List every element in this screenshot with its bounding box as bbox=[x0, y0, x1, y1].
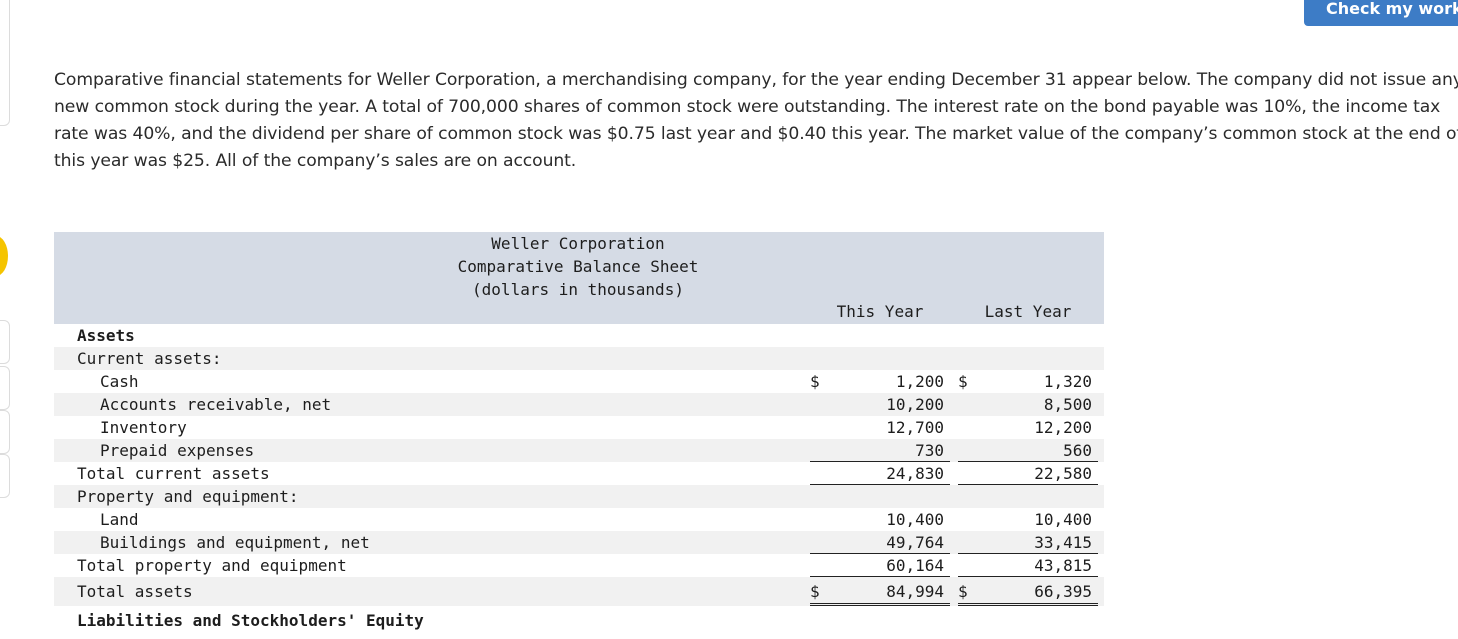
cell-this-year: $84,994 bbox=[810, 577, 950, 606]
cell-last-year: 560 bbox=[958, 439, 1098, 462]
row-label: Total property and equipment bbox=[77, 556, 347, 575]
cell-this-year: 10,400 bbox=[886, 510, 944, 529]
cell-last-year: 8,500 bbox=[1043, 395, 1092, 414]
side-tab-3[interactable] bbox=[0, 410, 10, 454]
cell-this-year: $1,200 bbox=[810, 372, 944, 391]
check-my-work-button[interactable]: Check my work bbox=[1304, 0, 1458, 26]
side-tab-4[interactable] bbox=[0, 454, 10, 498]
balance-sheet-title: Weller Corporation Comparative Balance S… bbox=[54, 232, 1104, 301]
section-heading-liabilities-equity: Liabilities and Stockholders' Equity bbox=[77, 611, 424, 630]
balance-sheet-header: Weller Corporation Comparative Balance S… bbox=[54, 232, 1104, 324]
table-row: Inventory 12,700 12,200 bbox=[54, 416, 1104, 439]
row-label: Total assets bbox=[77, 582, 193, 601]
cell-last-year: 12,200 bbox=[1034, 418, 1092, 437]
table-row: Land 10,400 10,400 bbox=[54, 508, 1104, 531]
cell-this-year: 24,830 bbox=[810, 462, 950, 485]
cell-this-year: 730 bbox=[810, 439, 950, 462]
row-label: Buildings and equipment, net bbox=[100, 533, 370, 552]
cell-last-year: $1,320 bbox=[958, 372, 1092, 391]
table-row: Current assets: bbox=[54, 347, 1104, 370]
side-tab-1[interactable] bbox=[0, 320, 10, 364]
side-tab-2[interactable] bbox=[0, 366, 10, 410]
cell-last-year: 43,815 bbox=[958, 554, 1098, 577]
cell-this-year: 12,700 bbox=[886, 418, 944, 437]
cell-this-year: 60,164 bbox=[810, 554, 950, 577]
statement-name: Comparative Balance Sheet bbox=[457, 257, 699, 276]
cell-last-year: $66,395 bbox=[958, 577, 1098, 606]
problem-intro-text: Comparative financial statements for Wel… bbox=[54, 70, 1458, 171]
cell-last-year: 33,415 bbox=[958, 531, 1098, 554]
cell-this-year: 49,764 bbox=[810, 531, 950, 554]
section-heading-assets: Assets bbox=[77, 326, 135, 345]
column-header-last-year: Last Year bbox=[984, 302, 1072, 321]
table-row: Total property and equipment 60,164 43,8… bbox=[54, 554, 1104, 577]
row-label: Total current assets bbox=[77, 464, 270, 483]
table-row: Total current assets 24,830 22,580 bbox=[54, 462, 1104, 485]
cell-this-year: 10,200 bbox=[886, 395, 944, 414]
table-row: Cash $1,200 $1,320 bbox=[54, 370, 1104, 393]
balance-sheet-table: Weller Corporation Comparative Balance S… bbox=[54, 232, 1104, 635]
row-label: Accounts receivable, net bbox=[100, 395, 332, 414]
hint-indicator-icon[interactable] bbox=[0, 236, 8, 276]
company-name: Weller Corporation bbox=[491, 234, 665, 253]
table-row: Liabilities and Stockholders' Equity bbox=[54, 606, 1104, 635]
statement-units: (dollars in thousands) bbox=[472, 280, 684, 299]
row-label: Land bbox=[100, 510, 139, 529]
table-row: Property and equipment: bbox=[54, 485, 1104, 508]
row-label: Property and equipment: bbox=[77, 487, 299, 506]
table-row: Total assets $84,994 $66,395 bbox=[54, 577, 1104, 606]
table-row: Prepaid expenses 730 560 bbox=[54, 439, 1104, 462]
table-row: Assets bbox=[54, 324, 1104, 347]
row-label: Current assets: bbox=[77, 349, 222, 368]
cell-last-year: 22,580 bbox=[958, 462, 1098, 485]
side-panel-edge bbox=[0, 0, 10, 126]
table-row: Buildings and equipment, net 49,764 33,4… bbox=[54, 531, 1104, 554]
column-header-this-year: This Year bbox=[836, 302, 924, 321]
table-row: Accounts receivable, net 10,200 8,500 bbox=[54, 393, 1104, 416]
row-label: Inventory bbox=[100, 418, 187, 437]
row-label: Cash bbox=[100, 372, 139, 391]
row-label: Prepaid expenses bbox=[100, 441, 255, 460]
cell-last-year: 10,400 bbox=[1034, 510, 1092, 529]
